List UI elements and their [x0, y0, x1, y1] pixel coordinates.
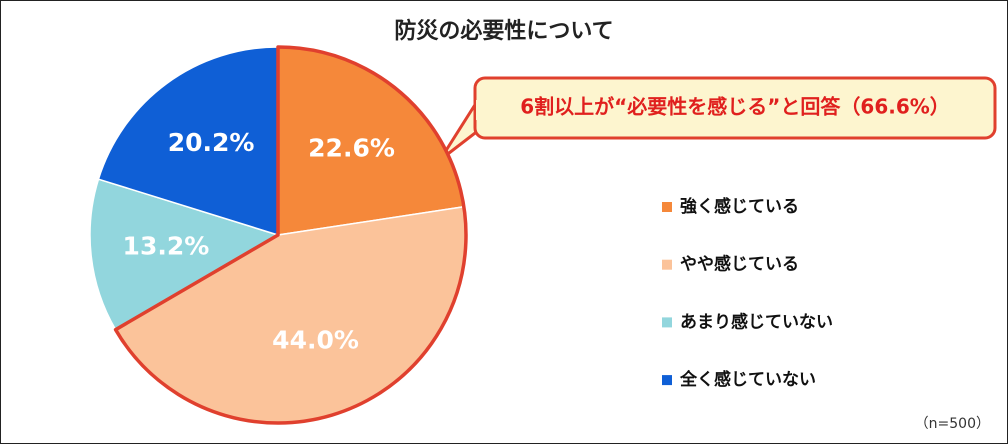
- legend-label: 強く感じている: [680, 196, 799, 217]
- data-label: 44.0%: [272, 325, 359, 354]
- legend-swatch: [662, 202, 672, 212]
- note: （n=500）: [915, 416, 990, 432]
- pie-slice: [89, 178, 280, 331]
- annotation: 6割以上が“必要性を感じる”と回答（66.6%）: [520, 95, 950, 119]
- pie-slice: [97, 46, 279, 237]
- legend-label: やや感じている: [680, 254, 799, 275]
- data-label: 20.2%: [168, 128, 255, 157]
- legend-label: 全く感じていない: [679, 369, 816, 390]
- legend-label: あまり感じていない: [680, 311, 833, 332]
- highlight-outline: [113, 45, 468, 425]
- data-label: 22.6%: [308, 133, 395, 162]
- callout-box: [473, 76, 997, 140]
- data-label: 13.2%: [123, 232, 210, 261]
- legend-swatch: [662, 317, 672, 328]
- legend-swatch: [662, 375, 672, 386]
- legend-swatch: [662, 259, 672, 270]
- chart-title: 防災の必要性について: [394, 18, 613, 44]
